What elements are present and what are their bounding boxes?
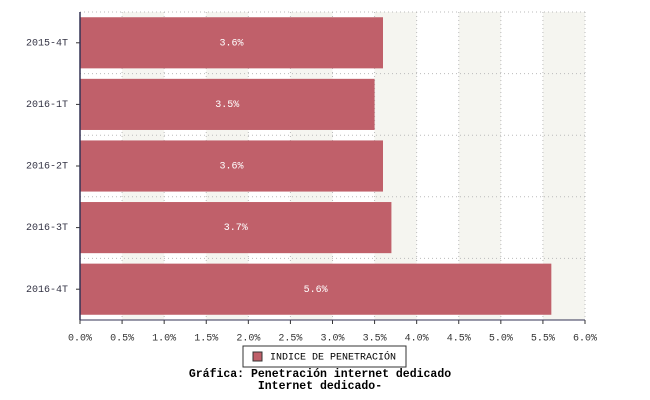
legend-label: INDICE DE PENETRACIÓN [270, 350, 396, 364]
legend-box [242, 345, 407, 368]
x-tick-label: 5.5% [531, 334, 555, 345]
x-tick-label: 3.0% [320, 334, 344, 345]
y-tick-label: 2016-1T [26, 100, 68, 111]
x-tick-label: 6.0% [573, 334, 597, 345]
value-label: 5.6% [304, 285, 328, 296]
x-tick-label: 0.0% [68, 334, 92, 345]
x-tick-label: 3.5% [363, 334, 387, 345]
x-tick-label: 0.5% [110, 334, 134, 345]
chart-subtitle: Internet dedicado- [258, 380, 382, 393]
y-tick-label: 2015-4T [26, 38, 68, 49]
value-label: 3.6% [219, 38, 243, 49]
bar [80, 140, 383, 192]
bar [80, 17, 383, 69]
y-tick-label: 2016-2T [26, 162, 68, 173]
value-label: 3.6% [219, 162, 243, 173]
x-tick-label: 5.0% [489, 334, 513, 345]
x-tick-label: 2.5% [278, 334, 302, 345]
bar [80, 263, 552, 315]
x-tick-label: 2.0% [236, 334, 260, 345]
y-tick-label: 2016-3T [26, 223, 68, 234]
x-tick-label: 1.0% [152, 334, 176, 345]
chart-title: Gráfica: Penetración internet dedicado [189, 368, 451, 381]
value-label: 3.7% [224, 223, 248, 234]
x-tick-label: 1.5% [194, 334, 218, 345]
value-label: 3.5% [215, 100, 239, 111]
x-tick-label: 4.0% [405, 334, 429, 345]
y-tick-label: 2016-4T [26, 285, 68, 296]
bar [80, 78, 375, 130]
legend-swatch [252, 351, 263, 362]
x-tick-label: 4.5% [447, 334, 471, 345]
bar [80, 202, 392, 254]
